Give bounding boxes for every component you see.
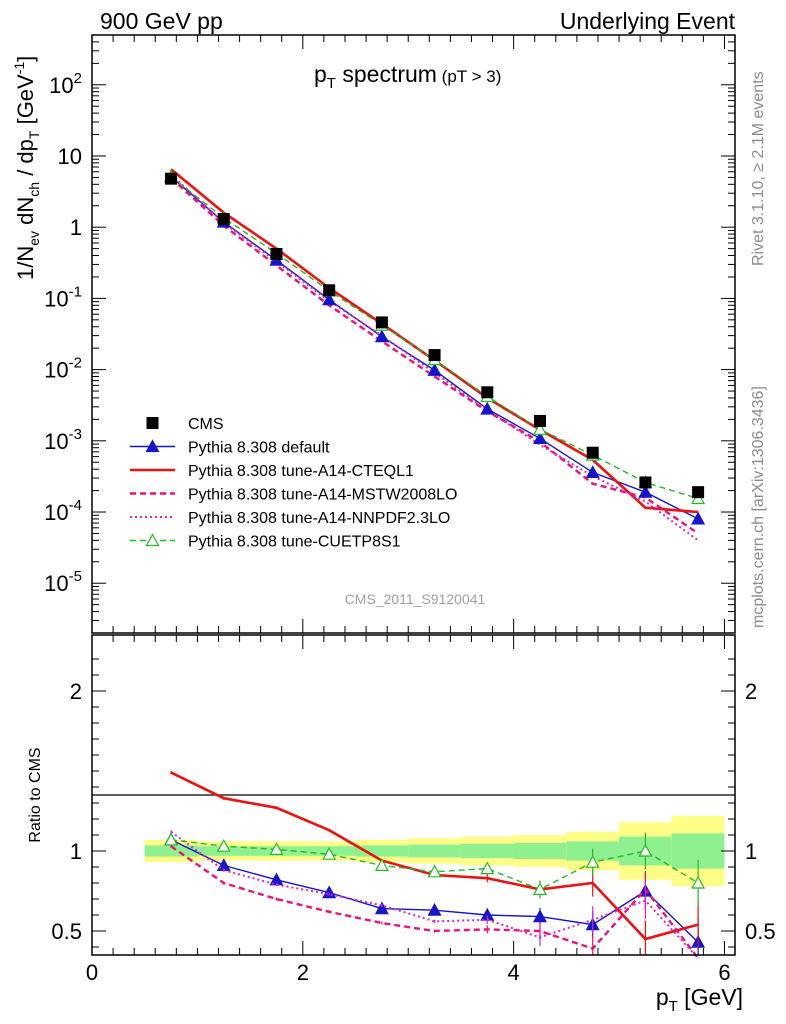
ratio-axis-ticks: 0 2 4 6 0.5 0.5 1 1 2 2 <box>51 635 776 985</box>
y-tick-label: 2 <box>70 679 82 704</box>
y-tick-label: 10-5 <box>44 568 82 596</box>
main-plot-panel: 102 10 1 10-1 10-2 10-3 10-4 10-5 <box>44 34 736 634</box>
y-tick-label: 10 <box>58 144 82 169</box>
y-tick-label-right: 0.5 <box>745 919 776 944</box>
x-axis-label: pT [GeV] <box>656 984 743 1015</box>
ratio-point <box>427 902 442 916</box>
analysis-watermark: CMS_2011_S9120041 <box>345 591 486 607</box>
ratio-series-line <box>170 830 699 959</box>
ratio-point <box>532 909 548 923</box>
ratio-point <box>374 901 389 915</box>
legend-label: Pythia 8.308 tune-A14-MSTW2008LO <box>188 487 457 504</box>
rivet-side-label: Rivet 3.1.10, ≥ 2.1M events <box>750 71 767 266</box>
y-tick-label: 10-3 <box>44 426 82 454</box>
main-ylabel: 1/Nev dNch / dpT [GeV-1] <box>11 56 42 280</box>
cms-data-point <box>375 316 388 329</box>
ratio-point <box>216 838 231 852</box>
cms-data-point <box>692 486 705 499</box>
cms-data-point <box>533 414 546 427</box>
series-line <box>170 177 699 535</box>
ratio-point <box>480 861 495 875</box>
data-point <box>427 362 442 376</box>
legend-label: Pythia 8.308 tune-A14-NNPDF2.3LO <box>188 510 450 527</box>
x-tick-label: 2 <box>297 960 309 985</box>
header-right: Underlying Event <box>560 8 736 34</box>
data-point <box>532 422 548 435</box>
main-title: pT spectrum (pT > 3) <box>314 61 501 92</box>
cms-data-point <box>323 284 336 297</box>
cms-data-point <box>217 213 230 226</box>
data-point <box>532 431 548 445</box>
main-plot-area <box>91 34 736 634</box>
cms-data-point <box>481 386 494 399</box>
y-tick-label-right: 2 <box>745 679 757 704</box>
ratio-point <box>374 858 389 872</box>
data-point <box>374 329 389 343</box>
ratio-point <box>322 846 337 860</box>
y-tick-label: 1 <box>70 839 82 864</box>
cms-data-point <box>270 248 283 261</box>
cms-data-point <box>428 349 441 362</box>
series-line <box>170 168 699 514</box>
x-tick-label: 4 <box>508 960 520 985</box>
data-point <box>638 484 653 498</box>
y-tick-label: 10-2 <box>44 355 82 383</box>
ratio-point <box>585 854 600 868</box>
ratio-ylabel: Ratio to CMS <box>27 747 44 842</box>
green-band <box>408 844 461 858</box>
ratio-series-lines <box>164 771 706 959</box>
ratio-point <box>638 843 653 857</box>
cms-data-point <box>586 446 599 459</box>
legend-label: Pythia 8.308 tune-A14-CTEQL1 <box>188 463 414 480</box>
y-tick-label: 102 <box>49 70 82 98</box>
y-tick-label-right: 1 <box>745 839 757 864</box>
ratio-plot-panel: 0 2 4 6 0.5 0.5 1 1 2 2 <box>51 634 776 985</box>
cms-data-point <box>165 172 178 185</box>
legend: CMS Pythia 8.308 default Pythia 8.308 tune… <box>130 416 457 551</box>
legend-marker <box>146 417 159 429</box>
data-point <box>322 292 337 306</box>
ratio-point <box>427 864 442 878</box>
y-tick-label: 0.5 <box>51 919 82 944</box>
data-point <box>585 465 600 479</box>
main-series-markers <box>164 169 706 525</box>
mcplots-side-label: mcplots.cern.ch [arXiv:1306.3436] <box>750 386 767 628</box>
y-tick-label: 10-4 <box>44 497 82 525</box>
ratio-point <box>532 882 548 896</box>
legend-marker <box>145 533 160 547</box>
x-tick-label: 6 <box>718 960 730 985</box>
green-band <box>513 843 567 859</box>
ratio-plot-area <box>91 634 736 956</box>
main-axis-ticks: 102 10 1 10-1 10-2 10-3 10-4 10-5 <box>44 34 735 634</box>
green-band <box>355 845 409 857</box>
y-tick-label: 1 <box>70 215 82 240</box>
data-point <box>691 511 706 525</box>
ratio-point <box>164 832 179 846</box>
ratio-point <box>269 842 284 856</box>
data-point <box>480 401 495 415</box>
green-band <box>144 845 198 857</box>
cms-data-point <box>639 476 652 489</box>
ratio-point <box>691 875 706 889</box>
x-tick-label: 0 <box>86 960 98 985</box>
legend-label: Pythia 8.308 tune-CUETP8S1 <box>188 534 401 551</box>
header-left: 900 GeV pp <box>100 8 223 34</box>
y-tick-label: 10-1 <box>44 283 82 311</box>
green-band <box>460 843 514 859</box>
legend-label: Pythia 8.308 default <box>188 440 330 457</box>
legend-marker <box>145 439 160 453</box>
legend-label: CMS <box>188 416 224 433</box>
